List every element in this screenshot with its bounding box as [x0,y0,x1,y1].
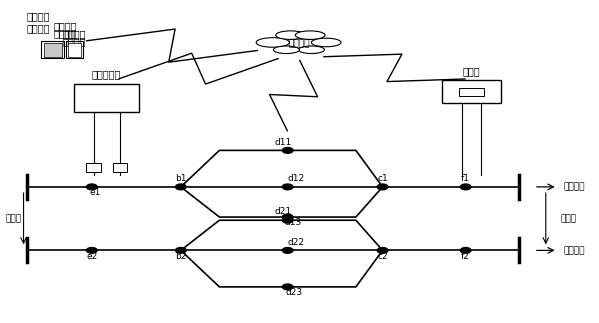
Bar [442,80,501,103]
Text: d22: d22 [288,238,304,246]
Text: e1: e1 [89,188,101,197]
Circle shape [86,247,97,253]
Ellipse shape [295,31,325,39]
Ellipse shape [273,46,300,54]
Text: 后台软件: 后台软件 [53,28,77,38]
Text: c1: c1 [377,174,388,183]
Bar [74,84,140,112]
Circle shape [377,184,388,190]
Circle shape [460,247,471,253]
Bar [113,163,127,172]
Text: 无线公网: 无线公网 [289,39,310,48]
Text: 故障定位: 故障定位 [53,22,77,32]
Circle shape [176,247,186,253]
Text: 后台软件: 后台软件 [62,36,86,46]
Text: d23: d23 [285,288,302,297]
Text: 电分相: 电分相 [561,214,577,223]
Circle shape [282,247,293,253]
Text: f1: f1 [461,174,470,183]
Circle shape [282,217,293,223]
Circle shape [377,247,388,253]
Bar [66,41,83,58]
Text: d13: d13 [285,218,302,227]
Bar [41,41,64,58]
Circle shape [86,184,97,190]
Text: c2: c2 [377,252,388,261]
Text: b2: b2 [175,252,186,261]
Bar [86,163,101,172]
Bar [459,88,484,96]
Ellipse shape [298,46,325,54]
Circle shape [282,214,293,220]
Bar [68,43,81,57]
Text: d11: d11 [274,138,292,147]
Ellipse shape [276,31,305,39]
Bar [44,43,62,57]
Text: d21: d21 [274,207,292,216]
Circle shape [460,184,471,190]
Text: 电分相: 电分相 [6,214,22,223]
Text: 上行线路: 上行线路 [564,182,585,192]
Text: 牵引变电所: 牵引变电所 [92,69,122,79]
Text: 故障定位: 故障定位 [26,11,50,21]
Circle shape [282,184,293,190]
Ellipse shape [311,38,341,47]
Ellipse shape [256,38,289,47]
Text: 下行线路: 下行线路 [564,246,585,255]
Text: f2: f2 [461,252,470,261]
Circle shape [282,148,293,153]
Text: b1: b1 [175,174,186,183]
Text: e2: e2 [86,252,98,261]
Text: 后台软件: 后台软件 [26,23,50,33]
Text: 故障定位: 故障定位 [62,29,86,39]
Text: d12: d12 [288,174,304,183]
Circle shape [176,184,186,190]
Circle shape [282,284,293,290]
Text: 分区所: 分区所 [463,66,480,76]
